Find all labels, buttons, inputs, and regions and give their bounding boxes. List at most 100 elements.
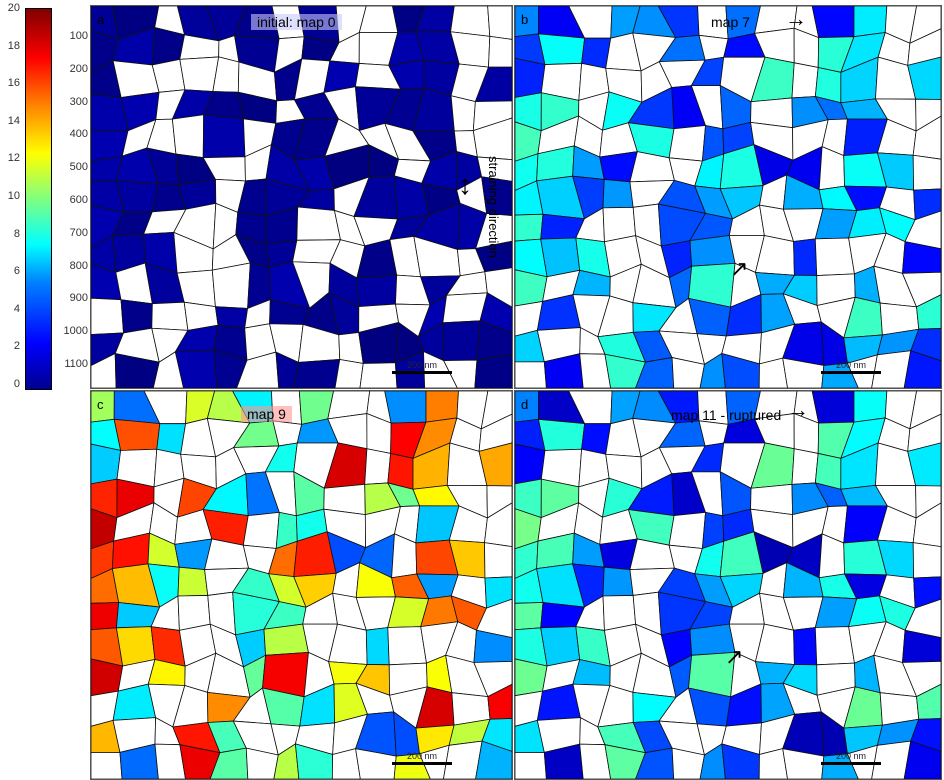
grain	[296, 206, 341, 241]
grain	[115, 626, 156, 667]
grain	[450, 6, 491, 37]
grain	[909, 6, 941, 44]
arrow-icon: ↗	[730, 256, 749, 281]
grain	[473, 629, 512, 663]
colorbar-tick: 6	[13, 265, 20, 278]
grain	[871, 350, 912, 388]
y-axis-tick: 400	[69, 128, 88, 141]
y-axis-tick: 800	[69, 259, 88, 272]
panel-label: a	[97, 12, 105, 27]
grain	[699, 743, 726, 779]
grain	[913, 576, 941, 609]
grain	[515, 602, 544, 631]
grain	[384, 391, 427, 424]
grain	[214, 306, 249, 329]
grain	[515, 213, 544, 242]
grain-map	[91, 6, 512, 388]
grain	[912, 502, 941, 548]
grain	[478, 442, 512, 487]
grain	[179, 56, 220, 92]
grain	[916, 683, 941, 720]
grain	[475, 598, 512, 639]
colorbar-tick: 8	[13, 227, 20, 240]
grain	[602, 566, 634, 597]
grain	[668, 125, 706, 162]
grain	[91, 297, 124, 335]
y-axis-tick: 1100	[64, 358, 88, 370]
grain	[443, 359, 478, 388]
scale-bar: 200 nm	[392, 751, 452, 765]
grain	[151, 301, 189, 331]
grain	[211, 262, 251, 309]
grain	[515, 361, 547, 388]
y-axis-tick: 1000	[63, 325, 88, 338]
grain	[442, 320, 481, 362]
straining-arrow-icon: ↕	[458, 169, 472, 200]
grain	[236, 351, 280, 388]
grain	[901, 271, 941, 308]
grain	[115, 180, 159, 213]
grain	[782, 357, 825, 388]
grain	[821, 753, 859, 779]
grain	[602, 179, 634, 209]
grain	[487, 683, 512, 720]
grain	[263, 623, 309, 656]
grain	[907, 28, 941, 66]
grain	[177, 566, 209, 597]
grain	[273, 743, 300, 779]
grain	[443, 740, 483, 779]
grain	[604, 744, 646, 779]
grain	[721, 743, 760, 779]
grain	[202, 114, 246, 159]
grain	[484, 542, 512, 579]
grain	[515, 751, 547, 779]
y-axis-tick: 200	[69, 62, 88, 75]
scale-bar: 200 nm	[821, 751, 881, 765]
grain	[579, 743, 612, 779]
panel-title: map 11 - ruptured	[671, 407, 782, 423]
grain	[479, 292, 512, 334]
grain	[114, 353, 160, 388]
grain	[364, 448, 392, 485]
grain	[635, 357, 675, 388]
grain	[359, 362, 398, 388]
grain	[758, 357, 788, 388]
grain	[907, 56, 941, 100]
y-axis-tick: 300	[69, 95, 88, 108]
grain	[475, 740, 512, 779]
grain	[791, 62, 819, 99]
panel-title: initial: map 0	[251, 14, 342, 30]
colorbar-tick: 14	[7, 114, 20, 127]
grain	[365, 627, 390, 666]
colorbar-tick: 2	[13, 340, 20, 353]
grain	[171, 114, 205, 159]
arrow-icon: ↗	[725, 644, 744, 669]
grain	[515, 57, 546, 98]
grain	[671, 747, 705, 779]
grain	[907, 442, 941, 487]
grain	[481, 176, 512, 217]
grain	[387, 626, 427, 666]
grain	[213, 349, 248, 388]
grain	[473, 660, 512, 698]
grain	[242, 511, 280, 549]
grain	[425, 391, 459, 423]
grain	[579, 353, 612, 388]
grain	[358, 6, 399, 33]
grain	[910, 718, 941, 752]
grain	[474, 353, 512, 388]
grain	[915, 485, 941, 519]
grain	[154, 743, 186, 779]
grain	[245, 747, 279, 779]
grain	[293, 359, 341, 388]
panel-label: b	[521, 12, 529, 27]
grain	[355, 748, 397, 779]
grain	[174, 349, 218, 388]
grain	[152, 351, 184, 388]
grain	[478, 413, 512, 452]
grain	[113, 418, 161, 451]
grain	[537, 33, 586, 65]
grain	[903, 350, 941, 388]
grain	[814, 237, 855, 276]
colorbar-tick: 16	[7, 77, 20, 90]
